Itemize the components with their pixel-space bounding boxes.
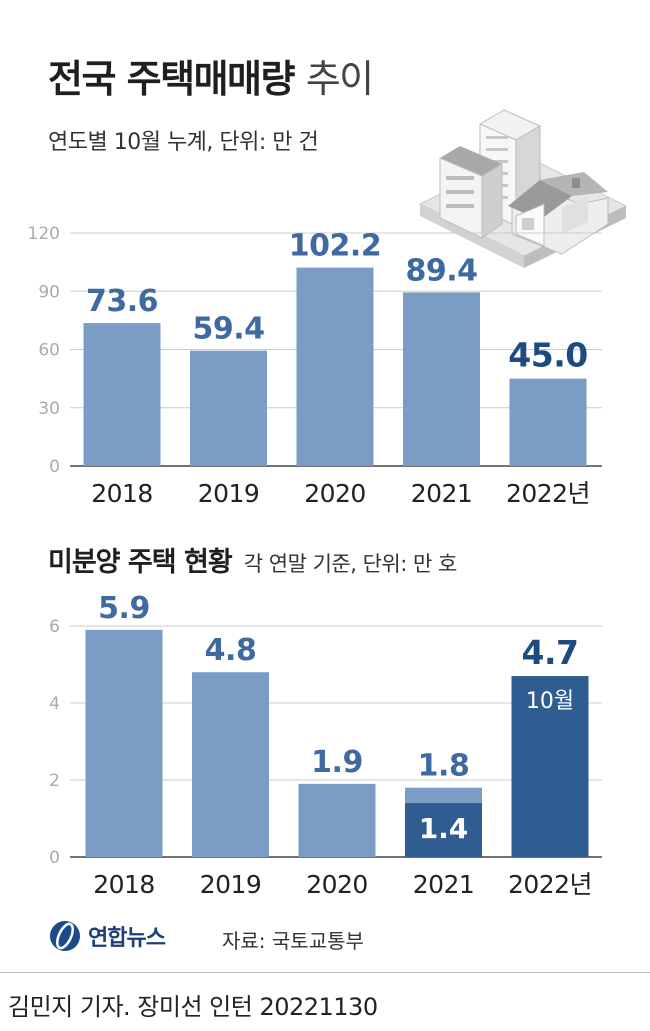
x-tick-label: 2022년 — [506, 479, 590, 508]
sub-segment-label: 1.4 — [419, 812, 469, 845]
unsold-housing-heading: 미분양 주택 현황 각 연말 기준, 단위: 만 호 — [48, 540, 457, 579]
bar-2019 — [190, 350, 267, 466]
value-label: 89.4 — [405, 253, 477, 288]
value-label: 73.6 — [86, 284, 158, 319]
bar-2020 — [298, 783, 376, 857]
unsold-housing-chart: 0 2 4 6 5.9 2018 4.8 2019 1.9 2020 1.4 1.8 2021 10월 4.… — [49, 591, 602, 899]
value-label: 1.9 — [311, 745, 363, 780]
chart-subtitle: 연도별 10월 누계, 단위: 만 건 — [48, 130, 319, 155]
y-tick-label: 60 — [38, 341, 60, 361]
yonhap-logo: 연합뉴스 — [48, 918, 166, 954]
bar-2020 — [296, 267, 374, 466]
x-tick-label: 2021 — [411, 479, 473, 508]
value-label: 1.8 — [418, 749, 470, 784]
y-tick-label: 2 — [49, 771, 60, 791]
bar-2019 — [192, 672, 269, 857]
x-tick-label: 2019 — [198, 479, 260, 508]
y-tick-label: 0 — [49, 457, 60, 477]
x-tick-label: 2019 — [200, 870, 262, 899]
x-tick-label: 2021 — [413, 870, 475, 899]
data-source: 자료: 국토교통부 — [222, 929, 364, 953]
title-light: 추이 — [305, 57, 374, 101]
bar-2018 — [83, 323, 161, 466]
y-tick-label: 0 — [49, 848, 60, 868]
value-label: 5.9 — [98, 591, 150, 626]
yonhap-logo-icon — [50, 921, 80, 951]
bar-2022년 — [509, 378, 587, 466]
x-tick-label: 2018 — [91, 479, 153, 508]
value-label: 45.0 — [508, 336, 587, 375]
bar-sub-segment — [405, 803, 482, 857]
value-label: 59.4 — [192, 312, 264, 347]
value-label: 102.2 — [289, 229, 381, 264]
bar-2018 — [85, 629, 163, 857]
value-label: 4.8 — [205, 633, 257, 668]
y-tick-label: 90 — [38, 282, 60, 302]
yonhap-logo-text: 연합뉴스 — [88, 926, 166, 951]
byline: 김민지 기자. 장미선 인턴 20221130 — [8, 993, 378, 1021]
bar-inner-label: 10월 — [526, 689, 574, 714]
x-tick-label: 2020 — [306, 870, 368, 899]
section2-subtitle: 각 연말 기준, 단위: 만 호 — [243, 552, 458, 576]
x-tick-label: 2020 — [304, 479, 366, 508]
value-label: 4.7 — [522, 633, 579, 672]
footer-divider — [0, 972, 650, 973]
title-bold: 전국 주택매매량 — [48, 57, 295, 101]
housing-buildings-illustration — [418, 109, 628, 268]
y-tick-label: 6 — [49, 617, 60, 637]
bar-2022년 — [511, 676, 589, 857]
section2-title: 미분양 주택 현황 — [48, 547, 233, 578]
y-tick-label: 4 — [49, 694, 60, 714]
y-tick-label: 30 — [38, 399, 60, 419]
x-tick-label: 2018 — [93, 870, 155, 899]
y-tick-label: 120 — [28, 224, 60, 244]
x-tick-label: 2022년 — [508, 870, 592, 899]
sales-volume-chart: 0 30 60 90 120 73.6 2018 59.4 2019 102.2 2020 89.4 2… — [28, 224, 602, 508]
bar-2021 — [403, 292, 480, 466]
chart-title: 전국 주택매매량 추이 — [48, 48, 374, 103]
